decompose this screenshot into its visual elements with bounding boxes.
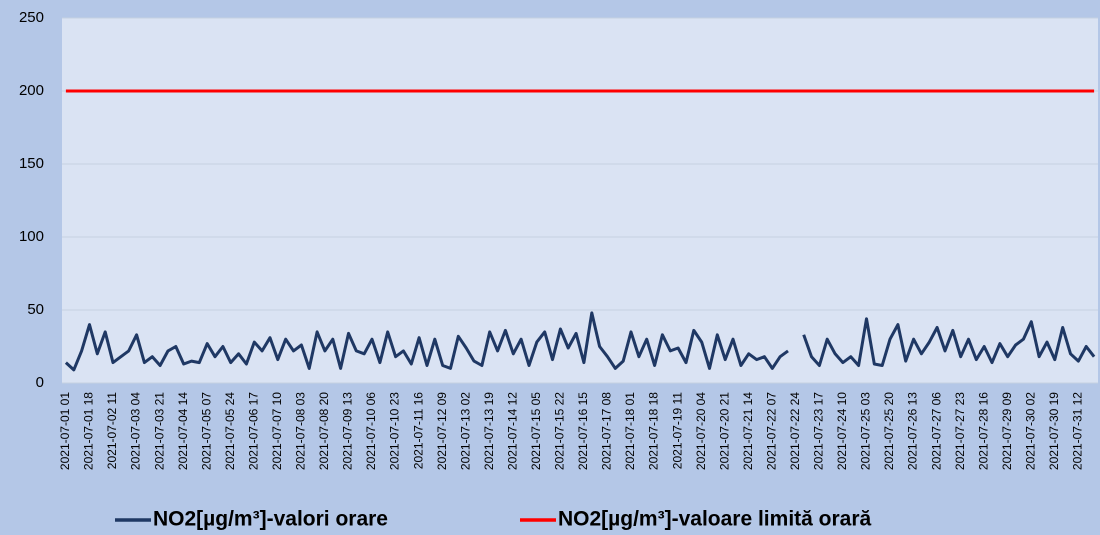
x-tick-label: 2021-07-30 19 [1047, 392, 1061, 470]
x-tick-label: 2021-07-17 08 [600, 392, 614, 470]
x-tick-label: 2021-07-13 02 [458, 392, 472, 470]
x-tick-label: 2021-07-22 24 [788, 392, 802, 470]
y-tick-label: 50 [27, 301, 44, 318]
x-tick-label: 2021-07-16 15 [576, 392, 590, 470]
x-tick-label: 2021-07-13 19 [482, 392, 496, 470]
legend-label: NO2[µg/m³]-valoare limită orară [558, 508, 872, 531]
x-tick-label: 2021-07-21 14 [741, 392, 755, 470]
x-tick-label: 2021-07-18 01 [623, 392, 637, 470]
y-tick-label: 150 [19, 155, 44, 172]
x-tick-label: 2021-07-10 06 [364, 392, 378, 470]
x-tick-label: 2021-07-22 07 [764, 392, 778, 470]
x-tick-label: 2021-07-30 02 [1023, 392, 1037, 470]
x-tick-label: 2021-07-10 23 [388, 392, 402, 470]
x-tick-label: 2021-07-09 13 [341, 392, 355, 470]
x-tick-label: 2021-07-07 10 [270, 392, 284, 470]
x-tick-label: 2021-07-01 18 [82, 392, 96, 470]
x-tick-label: 2021-07-25 03 [859, 392, 873, 470]
x-tick-label: 2021-07-27 06 [929, 392, 943, 470]
x-tick-label: 2021-07-05 07 [199, 392, 213, 470]
y-tick-label: 100 [19, 228, 44, 245]
x-tick-label: 2021-07-24 10 [835, 392, 849, 470]
x-tick-label: 2021-07-18 18 [647, 392, 661, 470]
x-tick-label: 2021-07-20 21 [717, 392, 731, 470]
x-tick-label: 2021-07-01 01 [58, 392, 72, 470]
x-tick-label: 2021-07-28 16 [976, 392, 990, 470]
x-tick-label: 2021-07-06 17 [246, 392, 260, 470]
y-tick-label: 200 [19, 82, 44, 99]
x-tick-label: 2021-07-02 11 [105, 392, 119, 470]
x-tick-label: 2021-07-04 14 [176, 392, 190, 470]
x-tick-label: 2021-07-05 24 [223, 392, 237, 470]
y-tick-label: 0 [36, 374, 44, 391]
x-tick-label: 2021-07-26 13 [906, 392, 920, 470]
x-tick-label: 2021-07-15 05 [529, 392, 543, 470]
x-tick-label: 2021-07-25 20 [882, 392, 896, 470]
x-tick-label: 2021-07-27 23 [953, 392, 967, 470]
x-tick-label: 2021-07-12 09 [435, 392, 449, 470]
x-tick-label: 2021-07-20 04 [694, 392, 708, 470]
x-tick-label: 2021-07-03 04 [129, 392, 143, 470]
plot-area [62, 18, 1098, 383]
x-tick-label: 2021-07-03 21 [152, 392, 166, 470]
x-tick-label: 2021-07-14 12 [505, 392, 519, 470]
x-tick-label: 2021-07-29 09 [1000, 392, 1014, 470]
x-tick-label: 2021-07-11 16 [411, 392, 425, 470]
y-tick-label: 250 [19, 9, 44, 26]
series-line [64, 311, 1096, 372]
x-tick-label: 2021-07-31 12 [1071, 392, 1085, 470]
x-tick-label: 2021-07-08 03 [294, 392, 308, 470]
x-tick-label: 2021-07-23 17 [812, 392, 826, 470]
x-tick-label: 2021-07-19 11 [670, 392, 684, 470]
x-tick-label: 2021-07-15 22 [553, 392, 567, 470]
legend-label: NO2[µg/m³]-valori orare [153, 508, 388, 531]
x-tick-label: 2021-07-08 20 [317, 392, 331, 470]
